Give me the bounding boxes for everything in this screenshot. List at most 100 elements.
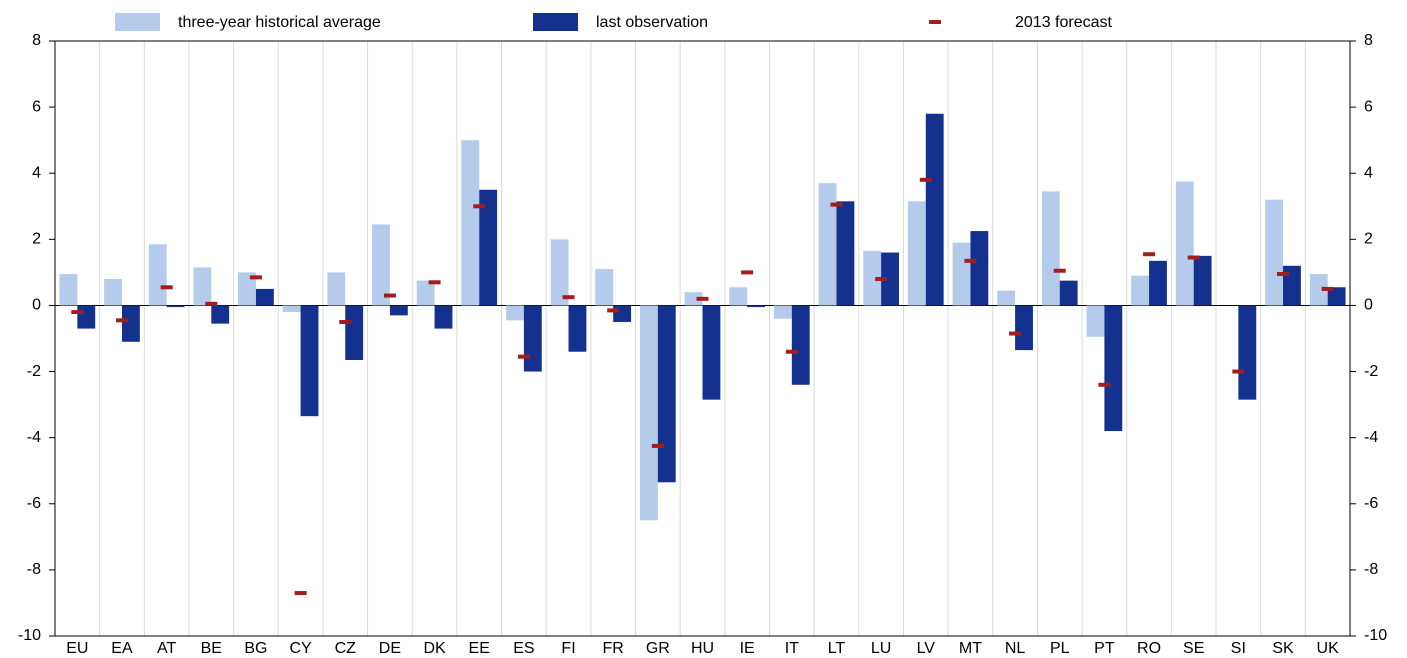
bar: [1015, 305, 1033, 351]
x-tick-label: HU: [691, 640, 714, 657]
y-tick-label: 4: [32, 164, 41, 181]
plot-frame: [54, 40, 1351, 637]
bar: [568, 305, 587, 352]
bar: [1041, 191, 1060, 306]
y2-tick-label: -10: [1364, 627, 1387, 644]
bar: [238, 272, 256, 306]
forecast-marker: [205, 301, 218, 306]
forecast-marker: [160, 285, 173, 290]
bar: [595, 269, 614, 306]
bar: [372, 224, 390, 306]
x-tick-label: LT: [828, 640, 846, 657]
forecast-marker: [562, 295, 575, 300]
legend-swatch: [929, 20, 941, 24]
forecast-marker: [383, 293, 396, 298]
x-tick-label: BG: [244, 640, 267, 657]
x-tick-label: DE: [379, 640, 401, 657]
bar: [434, 305, 453, 329]
y2-tick-label: 6: [1364, 98, 1373, 115]
forecast-marker: [1277, 272, 1290, 277]
x-tick-label: RO: [1137, 640, 1161, 657]
bar: [729, 287, 748, 306]
bar: [77, 305, 96, 329]
x-tick-label: SI: [1231, 640, 1246, 657]
bar: [193, 267, 212, 306]
y2-tick-label: -6: [1364, 495, 1378, 512]
bar: [836, 201, 855, 306]
bar: [148, 244, 167, 306]
bar: [613, 305, 632, 322]
y-tick-label: -6: [27, 495, 41, 512]
bar: [1283, 265, 1301, 306]
y2-tick-label: -4: [1364, 429, 1378, 446]
x-tick-label: AT: [157, 640, 176, 657]
forecast-marker: [1321, 286, 1334, 291]
forecast-marker: [1232, 369, 1245, 374]
bar: [952, 242, 971, 306]
y-tick-label: -10: [18, 627, 41, 644]
x-tick-label: EE: [469, 640, 490, 657]
y-tick-label: 6: [32, 98, 41, 115]
bar: [907, 201, 926, 306]
forecast-marker: [115, 318, 128, 323]
bar: [166, 305, 185, 308]
bar: [1238, 305, 1257, 400]
legend-swatch: [533, 13, 578, 31]
bar: [1149, 260, 1167, 306]
x-tick-label: LV: [917, 640, 936, 657]
bar: [461, 140, 480, 306]
bar: [1175, 181, 1194, 306]
bar: [702, 305, 721, 400]
forecast-marker: [1098, 382, 1111, 387]
y-tick-label: 0: [32, 297, 41, 314]
forecast-marker: [1143, 252, 1156, 257]
x-tick-label: ES: [513, 640, 534, 657]
legend-label: last observation: [596, 14, 708, 31]
bar: [255, 288, 274, 306]
x-tick-label: FI: [561, 640, 575, 657]
bar: [345, 305, 364, 360]
forecast-marker: [964, 258, 977, 263]
bar: [550, 239, 569, 306]
x-tick-label: GR: [646, 640, 670, 657]
forecast-marker: [919, 177, 932, 182]
x-tick-label: EA: [111, 640, 133, 657]
forecast-marker: [71, 310, 84, 315]
y2-tick-label: 2: [1364, 231, 1373, 248]
bar: [791, 305, 810, 385]
bar: [881, 252, 899, 306]
bar: [389, 305, 408, 316]
bar: [1193, 255, 1212, 306]
bar: [747, 305, 766, 308]
x-tick-label: SK: [1272, 640, 1294, 657]
bar: [104, 279, 122, 306]
bar: [684, 292, 703, 306]
forecast-marker: [294, 591, 307, 596]
forecast-marker: [696, 296, 709, 301]
x-tick-label: PL: [1050, 640, 1070, 657]
x-tick-label: CZ: [335, 640, 357, 657]
bar: [1309, 274, 1328, 306]
y2-tick-label: 0: [1364, 297, 1373, 314]
x-tick-label: DK: [423, 640, 446, 657]
bar: [818, 183, 837, 306]
y2-tick-label: 4: [1364, 164, 1373, 181]
bar: [1059, 280, 1078, 306]
bar: [121, 305, 140, 342]
forecast-marker: [428, 280, 441, 285]
forecast-marker: [339, 319, 352, 324]
bar: [657, 305, 676, 483]
x-tick-label: MT: [959, 640, 982, 657]
y-tick-label: -4: [27, 429, 41, 446]
y2-tick-label: 8: [1364, 32, 1373, 49]
bar: [211, 305, 230, 324]
bar: [970, 231, 989, 306]
forecast-marker: [1053, 268, 1066, 273]
y-tick-label: 2: [32, 231, 41, 248]
bar: [1104, 305, 1123, 432]
x-tick-label: SE: [1183, 640, 1204, 657]
bar: [416, 280, 435, 306]
legend-swatch: [115, 13, 160, 31]
y-tick-label: -2: [27, 363, 41, 380]
